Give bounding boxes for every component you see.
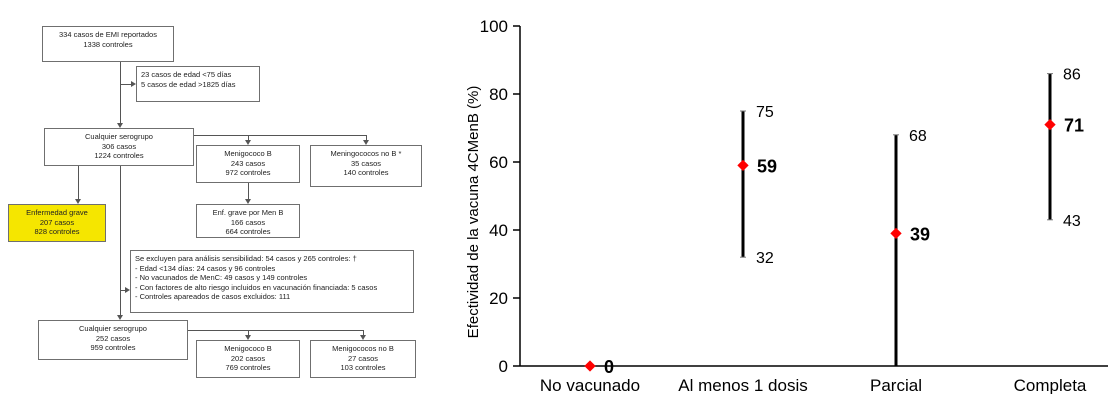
flow-box-line: 972 controles bbox=[225, 168, 271, 177]
flow-box-line: 252 casos bbox=[95, 333, 131, 343]
flow-box-severe-menb: Enf. grave por Men B 166 casos 664 control… bbox=[196, 204, 300, 238]
flow-box-line: 959 controles bbox=[90, 343, 136, 352]
point-value-label: 59 bbox=[757, 156, 777, 176]
flow-box-line: 1338 controles bbox=[83, 39, 133, 49]
ci-lower-label: 43 bbox=[1063, 213, 1081, 230]
flow-box-line: Enf. grave por Men B bbox=[212, 208, 284, 217]
flow-box-line: Meningococos no B * bbox=[330, 149, 402, 158]
flow-box-any-serogroup: Cualquier serogrupo 306 casos 1224 control… bbox=[44, 128, 194, 166]
flow-box-non-b: Meningococos no B * 35 casos 140 controles bbox=[310, 145, 422, 187]
flow-box-any-serogroup-2: Cualquier serogrupo 252 casos 959 controle… bbox=[38, 320, 188, 360]
connector-branch-top bbox=[194, 135, 366, 136]
y-axis: 0 20 40 60 80 100 bbox=[480, 17, 521, 376]
y-tick-label: 80 bbox=[489, 85, 508, 104]
flow-box-menb-2: Menigococo B 202 casos 769 controles bbox=[196, 340, 300, 378]
flow-box-line: 23 casos de edad <75 días bbox=[141, 70, 232, 79]
x-axis: No vacunado Al menos 1 dosis Parcial Comple… bbox=[520, 365, 1108, 394]
flow-box-line: Menigococo B bbox=[224, 149, 272, 158]
flow-box-line: 664 controles bbox=[225, 227, 271, 236]
flow-box-line: 769 controles bbox=[225, 363, 271, 372]
point-value-label: 71 bbox=[1064, 116, 1084, 136]
arrow-menb2 bbox=[245, 335, 251, 340]
flow-box-sensitivity-exclusions: Se excluyen para análisis sensibilidad: … bbox=[130, 250, 414, 313]
flow-box-line: 1224 controles bbox=[94, 151, 144, 160]
connector-exclusion1 bbox=[120, 84, 131, 85]
y-tick-label: 40 bbox=[489, 221, 508, 240]
effectiveness-chart: 0 20 40 60 80 100 No vacunado Al menos 1 dosis… bbox=[465, 17, 1108, 394]
flow-box-line: 207 casos bbox=[39, 217, 75, 227]
flow-box-line: 35 casos bbox=[350, 158, 382, 168]
arrow-severe-menb bbox=[245, 199, 251, 204]
chart-marks: 0 75 32 59 68 39 86 43 71 bbox=[584, 67, 1084, 377]
flow-box-line: 828 controles bbox=[34, 227, 80, 236]
flow-box-line: 243 casos bbox=[230, 158, 266, 168]
flow-box-line: Menigococos no B bbox=[332, 344, 394, 353]
connector-sensitivity bbox=[120, 290, 125, 291]
arrow-severe bbox=[75, 199, 81, 204]
ci-upper-label: 75 bbox=[756, 104, 774, 121]
point-marker bbox=[890, 227, 902, 240]
y-tick-label: 60 bbox=[489, 153, 508, 172]
point-value-label: 0 bbox=[604, 357, 614, 377]
arrow-main-1 bbox=[117, 123, 123, 128]
flow-box-line: - Controles apareados de casos excluidos… bbox=[135, 292, 291, 301]
point-value-label: 39 bbox=[910, 224, 930, 244]
flow-box-line: 5 casos de edad >1825 días bbox=[141, 79, 236, 89]
arrow-nonb2 bbox=[360, 335, 366, 340]
connector-nonb2-drop bbox=[363, 330, 364, 335]
point-marker bbox=[584, 360, 596, 372]
flow-box-line: 140 controles bbox=[343, 168, 389, 177]
y-tick-label: 20 bbox=[489, 289, 508, 308]
arrow-nonb bbox=[363, 140, 369, 145]
arrow-main-2 bbox=[117, 315, 123, 320]
connector-branch-bottom bbox=[188, 330, 364, 331]
y-tick-label: 0 bbox=[499, 357, 508, 376]
flow-box-line: 103 controles bbox=[340, 363, 386, 372]
arrow-menb bbox=[245, 140, 251, 145]
connector-main-2 bbox=[120, 166, 121, 315]
flow-box-line: - Con factores de alto riesgo incluidos … bbox=[135, 282, 378, 292]
flow-box-severe-disease: Enfermedad grave 207 casos 828 controles bbox=[8, 204, 106, 242]
flow-box-line: 306 casos bbox=[101, 141, 137, 151]
x-tick-label: No vacunado bbox=[540, 376, 640, 394]
flow-box-reported: 334 casos de EMI reportados 1338 controle… bbox=[42, 26, 174, 62]
study-flowchart: 334 casos de EMI reportados 1338 controle… bbox=[0, 0, 440, 394]
flow-box-line: Menigococo B bbox=[224, 344, 272, 353]
x-tick-label: Parcial bbox=[870, 376, 922, 394]
connector-menb-drop bbox=[248, 135, 249, 140]
flow-box-line: Cualquier serogrupo bbox=[79, 324, 147, 333]
flow-box-non-b-2: Menigococos no B 27 casos 103 controles bbox=[310, 340, 416, 378]
flow-box-age-exclusion: 23 casos de edad <75 días 5 casos de edad… bbox=[136, 66, 260, 102]
flow-box-menb: Menigococo B 243 casos 972 controles bbox=[196, 145, 300, 183]
connector-severe-menb-drop bbox=[248, 183, 249, 199]
point-marker bbox=[1044, 118, 1056, 131]
x-tick-label: Completa bbox=[1014, 376, 1087, 394]
ci-upper-label: 68 bbox=[909, 128, 927, 145]
flow-box-line: - Edad <134 días: 24 casos y 96 controle… bbox=[135, 263, 276, 273]
y-tick-label: 100 bbox=[480, 17, 508, 36]
flow-box-line: 166 casos bbox=[230, 217, 266, 227]
flow-box-line: Se excluyen para análisis sensibilidad: … bbox=[135, 254, 357, 263]
connector-main-1 bbox=[120, 62, 121, 123]
flow-box-line: 334 casos de EMI reportados bbox=[59, 30, 157, 39]
flow-box-line: - No vacunados de MenC: 49 casos y 149 c… bbox=[135, 273, 308, 282]
flow-box-line: 202 casos bbox=[230, 353, 266, 363]
connector-menb2-drop bbox=[248, 330, 249, 335]
connector-nonb-drop bbox=[366, 135, 367, 140]
arrow-exclusion1 bbox=[131, 81, 136, 87]
flow-box-line: 27 casos bbox=[347, 353, 379, 363]
x-tick-label: Al menos 1 dosis bbox=[678, 376, 807, 394]
arrow-sensitivity bbox=[125, 287, 130, 293]
flow-box-line: Enfermedad grave bbox=[26, 208, 88, 217]
ci-lower-label: 32 bbox=[756, 250, 774, 267]
ci-upper-label: 86 bbox=[1063, 67, 1081, 84]
y-axis-label: Efectividad de la vacuna 4CMenB (%) bbox=[465, 86, 482, 339]
flow-box-line: Cualquier serogrupo bbox=[85, 132, 153, 141]
point-marker bbox=[737, 159, 749, 172]
connector-severe-drop bbox=[78, 166, 79, 199]
